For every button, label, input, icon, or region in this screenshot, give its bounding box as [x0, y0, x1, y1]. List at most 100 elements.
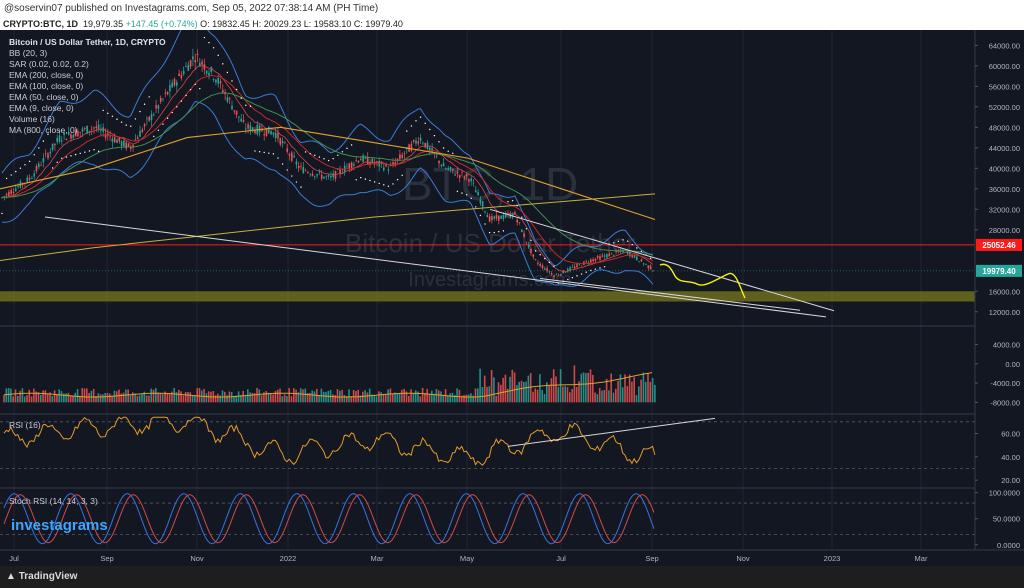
- price-candle: [116, 139, 118, 144]
- sar-dot: [507, 200, 509, 203]
- volume-bar: [506, 388, 509, 403]
- volume-bar: [270, 393, 272, 403]
- price-candle: [376, 161, 378, 163]
- sar-dot: [548, 261, 551, 264]
- sar-dot: [484, 223, 486, 225]
- volume-bar: [394, 392, 396, 403]
- volume-bar: [44, 390, 47, 403]
- price-candle: [399, 154, 401, 160]
- ema50-line: [1, 74, 654, 265]
- volume-bar: [500, 384, 502, 403]
- sar-dot: [199, 87, 201, 90]
- volume-bar: [486, 386, 488, 403]
- sar-dot: [10, 174, 12, 176]
- price-candle: [394, 162, 397, 166]
- volume-bar: [631, 381, 633, 403]
- price-candle: [452, 168, 454, 171]
- volume-bar: [426, 388, 428, 403]
- price-candle: [645, 263, 647, 265]
- volume-bar: [138, 395, 141, 403]
- volume-bar: [136, 395, 139, 403]
- sar-dot: [309, 152, 311, 155]
- volume-bar: [21, 388, 24, 403]
- sar-dot: [143, 103, 146, 105]
- price-candle: [525, 241, 528, 243]
- volume-bar: [63, 393, 65, 403]
- price-candle: [383, 167, 385, 171]
- volume-bar: [385, 394, 387, 403]
- price-candle: [194, 60, 196, 63]
- price-candle: [477, 192, 479, 196]
- volume-bar: [145, 395, 148, 403]
- price-candle: [210, 66, 213, 72]
- sar-dot: [217, 54, 219, 57]
- price-candle: [277, 132, 279, 139]
- price-candle: [97, 124, 100, 130]
- volume-bar: [380, 392, 382, 403]
- long-trendline: [44, 216, 827, 318]
- volume-bar: [65, 393, 67, 403]
- chart-canvas[interactable]: BTC, 1D Bitcoin / US Dollar Tether Inves…: [0, 30, 1024, 566]
- volume-bar: [196, 388, 198, 403]
- price-candle: [309, 174, 311, 176]
- price-candle: [339, 169, 341, 174]
- sar-dot: [603, 266, 606, 268]
- price-candle: [38, 163, 40, 168]
- legend-ema50: EMA (50, close, 0): [9, 92, 79, 102]
- price-candle: [208, 72, 210, 76]
- watermark-ticker: BTC, 1D: [402, 158, 578, 210]
- volume-bar: [387, 389, 389, 403]
- volume-bar: [76, 389, 79, 403]
- price-candle: [518, 222, 521, 224]
- price-candle: [196, 53, 199, 56]
- sar-dot: [134, 118, 137, 120]
- volume-bar: [608, 390, 610, 403]
- volume-bar: [352, 390, 355, 403]
- sar-dot: [176, 106, 178, 108]
- volume-bar: [582, 372, 585, 403]
- sar-dot: [180, 100, 183, 102]
- price-candle: [371, 158, 374, 163]
- price-candle: [81, 128, 84, 132]
- price-candle: [576, 264, 578, 267]
- sar-dot: [544, 257, 546, 260]
- volume-bar: [318, 395, 320, 403]
- volume-bar: [431, 390, 433, 403]
- forecast-path: [659, 263, 746, 299]
- sar-dot: [153, 135, 155, 138]
- high-value: 20029.23: [263, 19, 302, 29]
- price-candle: [357, 160, 360, 163]
- stoch-d-line: [3, 494, 655, 544]
- price-candle: [90, 128, 93, 130]
- sar-dot: [203, 36, 206, 39]
- volume-bar: [157, 392, 159, 403]
- price-tick-label: 16000.00: [989, 287, 1020, 296]
- time-tick-label: 2022: [280, 554, 297, 563]
- volume-bar: [74, 392, 77, 403]
- price-candle: [454, 174, 456, 176]
- sar-dot: [24, 164, 26, 166]
- price-candle: [599, 256, 601, 260]
- volume-bar: [589, 369, 592, 403]
- price-candle: [44, 153, 47, 155]
- volume-bar: [125, 389, 127, 403]
- price-candle: [222, 89, 224, 93]
- price-candle: [245, 128, 247, 130]
- volume-bar: [511, 369, 514, 403]
- price-candle: [320, 174, 323, 179]
- volume-bar: [276, 389, 279, 403]
- volume-bar: [555, 376, 557, 403]
- bb-lower: [2, 100, 654, 287]
- price-candle: [633, 254, 636, 258]
- price-candle: [261, 128, 263, 132]
- volume-bar: [504, 374, 507, 403]
- volume-bar: [214, 395, 217, 403]
- sar-dot: [438, 141, 440, 143]
- volume-bar: [357, 389, 359, 403]
- price-candle: [647, 265, 650, 269]
- volume-bar: [334, 395, 336, 403]
- volume-bar: [7, 387, 10, 403]
- price-candle: [109, 136, 111, 137]
- price-candle: [281, 140, 284, 144]
- time-axis: [0, 550, 1024, 566]
